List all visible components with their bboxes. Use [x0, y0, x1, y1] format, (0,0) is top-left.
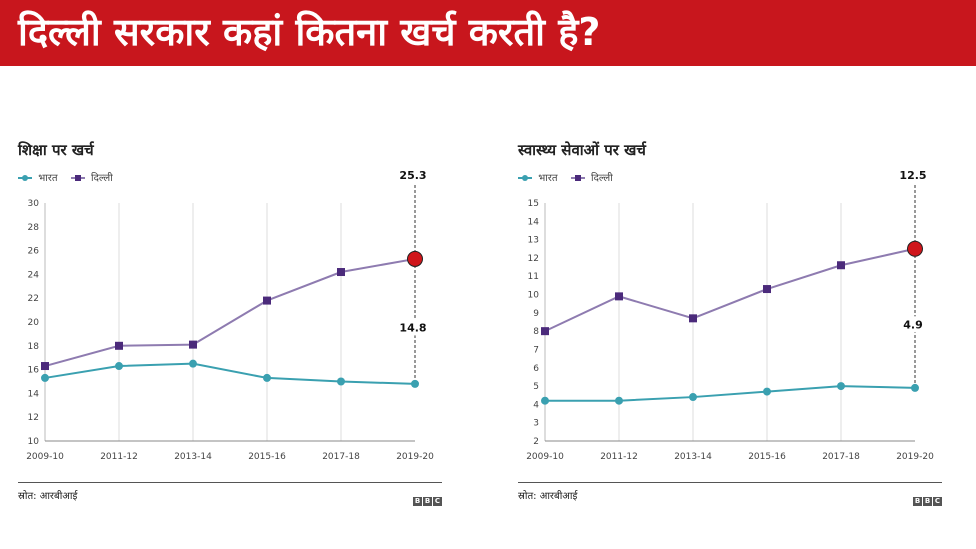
y-tick-label: 20 — [28, 318, 40, 328]
y-tick-label: 9 — [533, 309, 539, 319]
x-tick-label: 2013-14 — [174, 452, 212, 462]
divider — [18, 482, 442, 483]
y-tick-label: 6 — [533, 364, 539, 374]
india-point — [837, 382, 845, 391]
legend-label: दिल्ली — [90, 173, 113, 184]
x-tick-label: 2017-18 — [322, 452, 360, 462]
y-tick-label: 10 — [528, 291, 540, 301]
india-point — [263, 373, 271, 382]
y-tick-label: 14 — [28, 389, 40, 399]
delhi-value-label: 25.3 — [399, 169, 426, 182]
y-tick-label: 12 — [28, 413, 39, 423]
delhi-point — [41, 362, 49, 371]
x-tick-label: 2019-20 — [896, 452, 934, 462]
x-tick-label: 2009-10 — [26, 452, 64, 462]
india-point — [41, 373, 49, 382]
x-tick-label: 2011-12 — [600, 452, 638, 462]
delhi-point — [263, 296, 271, 305]
legend-line-icon — [70, 175, 85, 181]
y-tick-label: 22 — [28, 294, 39, 304]
chart-title: शिक्षा पर खर्च — [18, 141, 94, 159]
x-tick-label: 2019-20 — [396, 452, 434, 462]
legend-line-icon — [18, 175, 32, 181]
chart-legend: भारत दिल्ली — [518, 170, 623, 186]
x-tick-label: 2009-10 — [526, 452, 564, 462]
legend-item-delhi: दिल्ली — [70, 170, 113, 184]
health-line-chart: 2 3 4 5 6 7 8 9 10 11 12 13 14 15 2009-10 2011-12 2013-1… — [526, 169, 934, 462]
legend-line-icon — [518, 175, 532, 181]
delhi-point — [763, 285, 771, 294]
delhi-series-line — [44, 257, 416, 367]
india-point — [541, 396, 549, 405]
india-point — [763, 387, 771, 396]
legend-label: भारत — [538, 173, 558, 184]
y-tick-label: 11 — [528, 272, 539, 282]
y-tick-label: 15 — [528, 199, 539, 209]
y-tick-label: 12 — [528, 254, 539, 264]
india-value-label: 14.8 — [399, 321, 426, 334]
y-tick-label: 24 — [28, 270, 40, 280]
health-chart-panel: स्वास्थ्य सेवाओं पर खर्च भारत दिल्ली 2 3 4… — [518, 130, 948, 510]
india-point — [911, 383, 919, 392]
y-tick-label: 5 — [533, 382, 539, 392]
delhi-point — [615, 292, 623, 301]
delhi-highlight-point — [907, 240, 923, 257]
y-tick-label: 2 — [533, 437, 539, 447]
y-tick-label: 8 — [533, 327, 539, 337]
y-tick-label: 18 — [28, 342, 40, 352]
y-tick-label: 28 — [28, 223, 40, 233]
education-line-chart: 10 12 14 16 18 20 22 24 26 28 30 2009-10 2011-12 2013… — [26, 169, 434, 462]
y-tick-label: 4 — [533, 400, 539, 410]
title-banner: दिल्ली सरकार कहां कितना खर्च करती है? — [0, 0, 976, 66]
source-text: स्रोत: आरबीआई — [518, 491, 578, 502]
delhi-value-label: 12.5 — [899, 169, 926, 182]
india-value-label: 4.9 — [903, 318, 923, 331]
india-point — [115, 362, 123, 371]
delhi-point — [189, 340, 197, 349]
legend-label: दिल्ली — [590, 173, 613, 184]
india-series-line — [545, 385, 916, 402]
label-background — [897, 316, 931, 333]
y-tick-label: 30 — [28, 199, 40, 209]
legend-label: भारत — [38, 173, 58, 184]
y-tick-label: 26 — [28, 247, 40, 257]
x-tick-label: 2017-18 — [822, 452, 860, 462]
delhi-point — [541, 327, 549, 336]
legend-item-delhi: दिल्ली — [570, 170, 613, 184]
legend-item-india: भारत — [18, 170, 58, 184]
source-text: स्रोत: आरबीआई — [18, 491, 78, 502]
y-tick-label: 10 — [28, 437, 40, 447]
x-tick-label: 2011-12 — [100, 452, 138, 462]
y-tick-label: 14 — [528, 217, 540, 227]
india-series-line — [44, 362, 416, 385]
y-tick-label: 13 — [528, 236, 539, 246]
y-tick-label: 3 — [533, 419, 539, 429]
delhi-point — [337, 268, 345, 277]
x-tick-label: 2013-14 — [674, 452, 712, 462]
x-tick-label: 2015-16 — [748, 452, 786, 462]
delhi-series-line — [544, 247, 916, 333]
delhi-point — [837, 261, 845, 270]
legend-line-icon — [570, 175, 585, 181]
label-background — [397, 319, 431, 336]
y-tick-label: 7 — [533, 345, 539, 355]
chart-title: स्वास्थ्य सेवाओं पर खर्च — [518, 141, 646, 159]
india-point — [615, 396, 623, 405]
education-chart-panel: शिक्षा पर खर्च भारत दिल्ली 10 12 14 16 18 20 2… — [18, 130, 448, 510]
india-point — [689, 393, 697, 402]
banner-title: दिल्ली सरकार कहां कितना खर्च करती है? — [18, 10, 601, 54]
legend-item-india: भारत — [518, 170, 558, 184]
y-tick-label: 16 — [28, 366, 40, 376]
delhi-highlight-point — [407, 250, 423, 267]
chart-legend: भारत दिल्ली — [18, 170, 123, 186]
delhi-point — [115, 341, 123, 350]
india-point — [411, 379, 419, 388]
divider — [518, 482, 942, 483]
india-point — [189, 359, 197, 368]
delhi-point — [689, 314, 697, 323]
x-tick-label: 2015-16 — [248, 452, 286, 462]
india-point — [337, 377, 345, 386]
